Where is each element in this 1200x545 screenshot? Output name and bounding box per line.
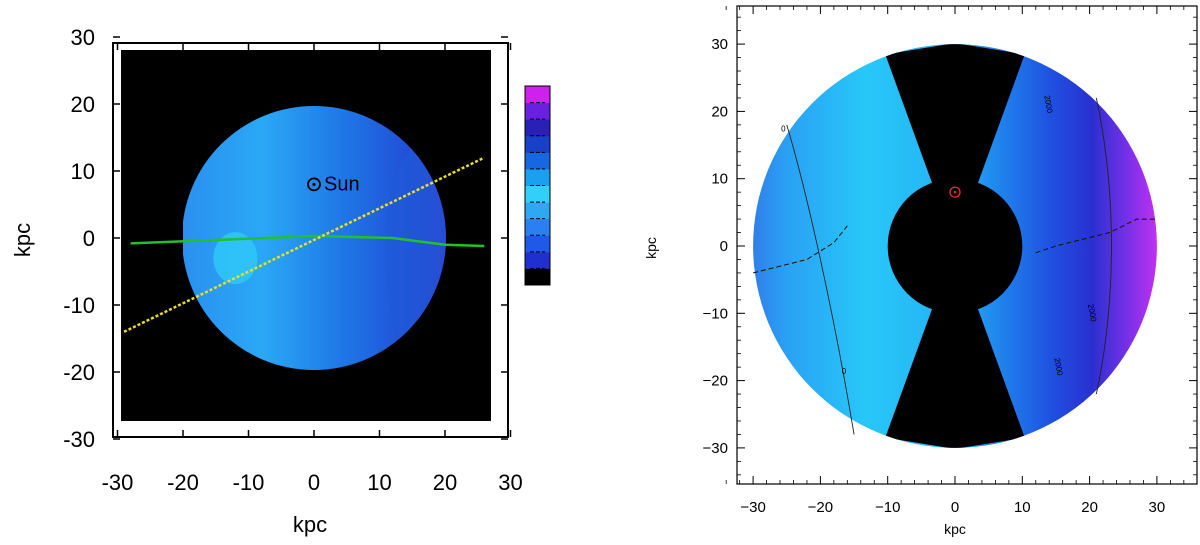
left-x-tick-label: -30: [102, 470, 134, 495]
left-y-tick-label: -20: [63, 360, 95, 385]
left-y-tick-label: -10: [63, 293, 95, 318]
contour-label: 2000: [1052, 357, 1064, 377]
right-x-ticks: −30 −20 −10 0 10 20 30: [725, 6, 1185, 516]
right-y-tick-label: 10: [711, 171, 728, 188]
masked-wedge-top: [885, 44, 1025, 246]
yellow-line: [123, 156, 485, 333]
contour-label: 0: [781, 125, 786, 134]
colorbar-swatch: [525, 102, 550, 120]
left-y-tick-label: 20: [71, 92, 95, 117]
sun-marker: [307, 177, 321, 192]
right-y-tick-label: 30: [711, 36, 728, 53]
right-frame: [736, 5, 1198, 485]
contour-label: 0: [842, 367, 847, 376]
right-x-tick-label: 10: [1014, 499, 1031, 516]
colorbar-swatch: [525, 268, 550, 286]
right-y-tick-label: 20: [711, 103, 728, 120]
contour-line-left: [786, 124, 855, 435]
masked-inner-hole: [887, 178, 1023, 314]
masked-wedge-bottom: [885, 246, 1025, 448]
left-x-axis-label: kpc: [293, 512, 327, 537]
right-x-tick-label: −20: [808, 499, 833, 516]
colorbar-swatch: [525, 185, 550, 203]
left-x-tick-label: 30: [498, 470, 522, 495]
right-y-tick-label: −30: [703, 440, 728, 457]
colorbar-swatch: [525, 251, 550, 269]
left-x-tick-label: 10: [367, 470, 391, 495]
contour-line-right: [1095, 97, 1112, 395]
contour-label: 2000: [1086, 303, 1098, 323]
right-x-tick-label: 0: [951, 499, 959, 516]
sun-label: Sun: [324, 173, 360, 195]
right-x-tick-label: −30: [740, 499, 765, 516]
colorbar-swatch: [525, 235, 550, 253]
right-y-tick-label: −10: [703, 305, 728, 322]
left-x-tick-label: -10: [233, 470, 265, 495]
left-y-tick-label: 30: [71, 25, 95, 50]
left-x-tick-label: 0: [308, 470, 320, 495]
colorbar-swatch: [525, 152, 550, 170]
green-line: [130, 234, 485, 248]
colorbar-swatch: [525, 86, 550, 104]
right-y-tick-label: 0: [720, 238, 728, 255]
sun-marker-right: [949, 186, 961, 198]
right-x-tick-label: 20: [1081, 499, 1098, 516]
left-x-tick-label: 20: [433, 470, 457, 495]
left-y-tick-label: -30: [63, 427, 95, 452]
dashed-line-right: [1035, 218, 1157, 254]
colorbar-swatch: [525, 218, 550, 236]
contour-labels: 0 0 2000 2000 2000: [781, 95, 1098, 377]
left-x-ticks: -30 -20 -10 0 10 20 30: [102, 43, 523, 495]
left-y-tick-label: 0: [83, 226, 95, 251]
right-y-tick-label: −20: [703, 373, 728, 390]
colorbar-swatch: [525, 119, 550, 137]
left-light-region: [213, 232, 258, 285]
left-y-tick-label: 10: [71, 159, 95, 184]
left-frame: [112, 42, 509, 438]
left-x-tick-label: -20: [167, 470, 199, 495]
right-y-axis-label: kpc: [643, 237, 659, 259]
colorbar-swatch: [525, 135, 550, 153]
left-y-ticks: 30 20 10 0 -10 -20 -30: [63, 25, 508, 452]
dashed-line-left: [752, 225, 848, 274]
colorbar-swatch: [525, 202, 550, 220]
right-x-tick-label: −10: [875, 499, 900, 516]
colorbar-swatch: [525, 168, 550, 186]
right-x-axis-label: kpc: [944, 521, 966, 537]
colorbar-border: [524, 85, 551, 286]
right-y-ticks: 30 20 10 0 −10 −20 −30: [703, 16, 1197, 476]
right-x-tick-label: 30: [1149, 499, 1166, 516]
left-y-axis-label: kpc: [10, 223, 35, 257]
contour-label: 2000: [1042, 95, 1054, 115]
left-heatmap-panel: Sun -30 -20 -10 0 10 20 30 30 20 10 0 -10 -20 -30 kp…: [10, 25, 551, 537]
colorbar: [524, 85, 551, 286]
